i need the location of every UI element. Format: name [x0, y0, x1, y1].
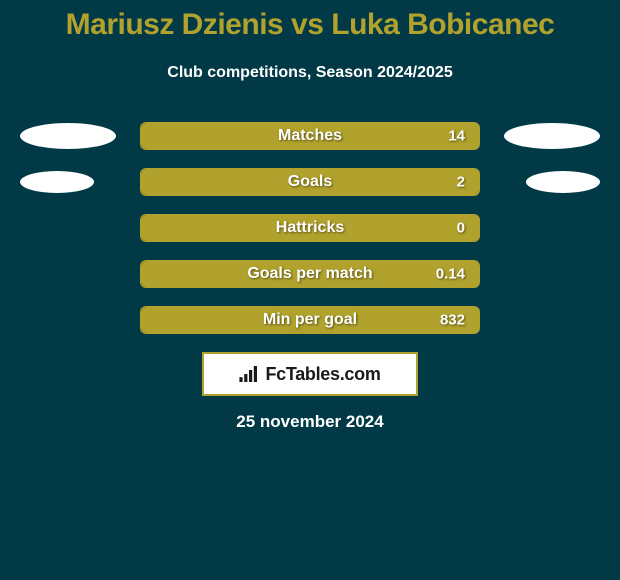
page-title: Mariusz Dzienis vs Luka Bobicanec [0, 0, 620, 42]
stat-value: 832 [440, 312, 465, 329]
right-player-marker [526, 171, 600, 193]
stat-label: Matches [278, 127, 342, 145]
stat-label: Goals per match [247, 265, 372, 283]
left-player-marker [20, 171, 94, 193]
comparison-card: Mariusz Dzienis vs Luka Bobicanec Club c… [0, 0, 620, 580]
left-player-marker [20, 123, 116, 149]
stat-row: Min per goal 832 [0, 306, 620, 334]
stat-bar: Goals 2 [140, 168, 480, 196]
stat-bar: Matches 14 [140, 122, 480, 150]
logo-text: FcTables.com [239, 364, 380, 385]
stat-label: Min per goal [263, 311, 357, 329]
stat-bar: Min per goal 832 [140, 306, 480, 334]
stat-value: 14 [448, 128, 465, 145]
stat-rows: Matches 14 Goals 2 Hattricks 0 Goals per match… [0, 122, 620, 334]
date-text: 25 november 2024 [0, 412, 620, 432]
stat-value: 0.14 [436, 266, 465, 283]
bar-chart-icon [239, 366, 259, 382]
stat-value: 2 [457, 174, 465, 191]
logo-box: FcTables.com [202, 352, 418, 396]
stat-bar: Goals per match 0.14 [140, 260, 480, 288]
stat-label: Goals [288, 173, 332, 191]
logo-label: FcTables.com [265, 364, 380, 385]
stat-value: 0 [457, 220, 465, 237]
stat-row: Hattricks 0 [0, 214, 620, 242]
stat-row: Goals per match 0.14 [0, 260, 620, 288]
subtitle: Club competitions, Season 2024/2025 [0, 64, 620, 82]
stat-row: Matches 14 [0, 122, 620, 150]
stat-row: Goals 2 [0, 168, 620, 196]
right-player-marker [504, 123, 600, 149]
stat-bar: Hattricks 0 [140, 214, 480, 242]
stat-label: Hattricks [276, 219, 344, 237]
